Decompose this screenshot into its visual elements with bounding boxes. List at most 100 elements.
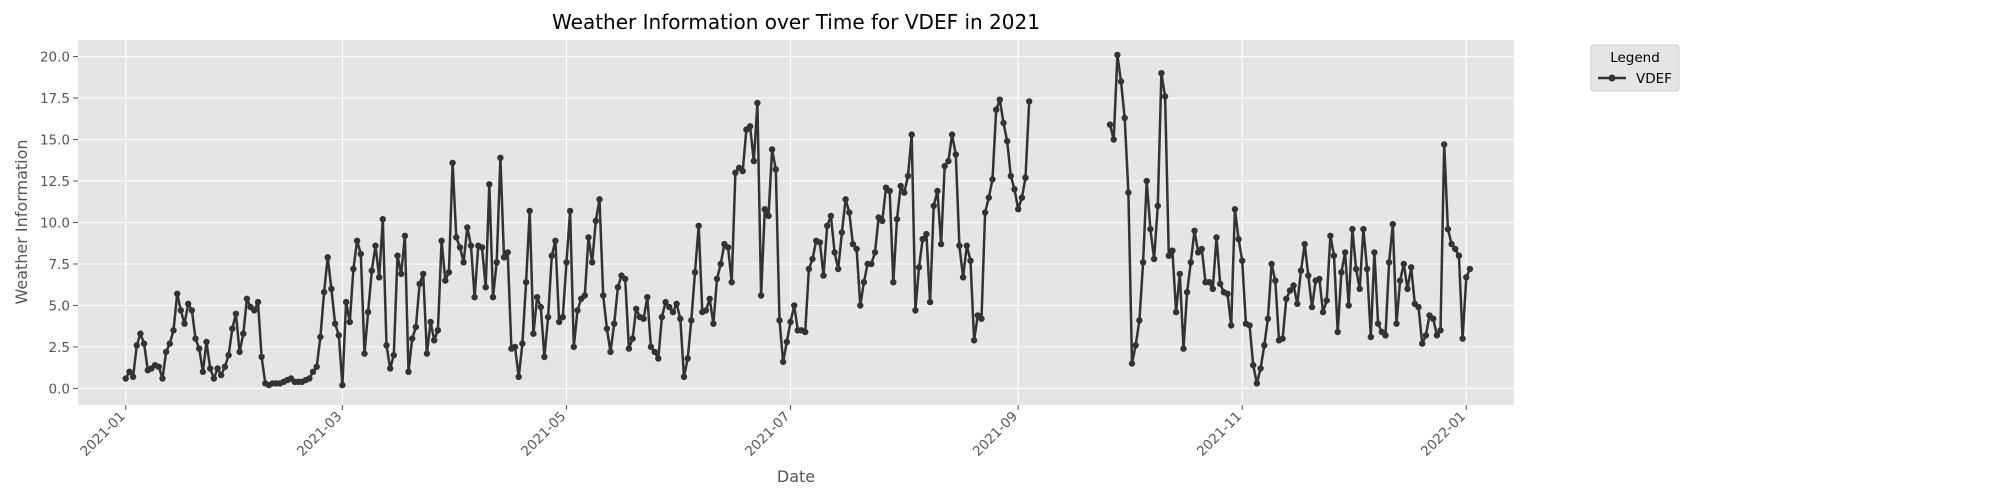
data-point <box>559 313 566 321</box>
data-point <box>1374 320 1382 327</box>
data-point <box>1143 177 1150 185</box>
data-point <box>1187 259 1195 266</box>
x-axis-label: Date <box>777 467 815 486</box>
data-point <box>835 265 842 273</box>
data-point <box>574 307 581 314</box>
data-point <box>548 252 555 259</box>
data-point <box>695 222 702 229</box>
data-point <box>993 106 1000 113</box>
data-point <box>1327 232 1334 239</box>
data-point <box>614 284 622 291</box>
data-point <box>930 202 937 210</box>
data-point <box>1257 365 1264 372</box>
data-point <box>1319 308 1327 316</box>
data-point <box>923 230 930 238</box>
data-point <box>607 348 614 356</box>
data-point <box>1150 255 1158 263</box>
data-point <box>827 212 835 220</box>
data-point <box>732 169 739 176</box>
data-point <box>122 375 129 382</box>
data-point <box>1125 189 1132 196</box>
data-point <box>846 209 853 216</box>
data-point <box>398 270 405 278</box>
data-point <box>1217 280 1224 288</box>
y-tick-label: 15.0 <box>40 133 70 149</box>
data-point <box>669 308 677 316</box>
data-point <box>335 332 342 339</box>
data-point <box>948 131 956 138</box>
data-point <box>519 340 526 347</box>
data-point <box>1393 320 1400 327</box>
data-point <box>232 310 240 317</box>
data-point <box>563 259 570 266</box>
data-point <box>717 260 724 268</box>
data-point <box>379 216 386 223</box>
data-point <box>1239 257 1246 264</box>
data-point <box>842 196 849 203</box>
data-point <box>416 280 423 288</box>
data-point <box>346 318 353 326</box>
data-point <box>331 320 339 327</box>
data-point <box>776 317 783 324</box>
data-point <box>431 337 438 344</box>
data-point <box>1345 302 1352 309</box>
data-point <box>1448 240 1455 248</box>
data-point <box>926 298 934 306</box>
data-point <box>853 245 860 253</box>
data-point <box>989 176 996 183</box>
data-point <box>1117 78 1125 85</box>
data-point <box>702 307 710 314</box>
data-point <box>1224 290 1231 297</box>
data-point <box>387 365 394 372</box>
data-point <box>1382 332 1389 339</box>
data-point <box>166 340 173 347</box>
data-point <box>967 257 974 264</box>
data-point <box>1264 315 1272 322</box>
data-point <box>218 371 225 379</box>
data-point <box>1154 202 1162 210</box>
data-point <box>364 308 372 316</box>
data-point <box>677 315 684 322</box>
data-point <box>1110 136 1117 143</box>
data-point <box>673 300 680 307</box>
data-point <box>1404 285 1411 293</box>
data-point <box>890 279 897 286</box>
y-tick-label: 12.5 <box>40 174 70 190</box>
legend: Legend VDEF <box>1590 44 1680 92</box>
data-point <box>530 330 537 337</box>
data-point <box>644 294 651 301</box>
data-point <box>952 151 959 158</box>
data-point <box>1253 380 1261 387</box>
data-point <box>1191 227 1198 234</box>
data-point <box>1018 194 1026 201</box>
data-point <box>868 260 875 268</box>
legend-label-vdef: VDEF <box>1636 71 1672 87</box>
data-point <box>1341 249 1349 256</box>
legend-title: Legend <box>1610 50 1660 66</box>
data-point <box>412 323 420 331</box>
data-point <box>1389 221 1397 228</box>
data-point <box>849 240 857 248</box>
data-point <box>464 224 471 231</box>
data-point <box>1139 259 1147 266</box>
data-point <box>313 363 320 370</box>
data-point <box>1305 272 1312 279</box>
data-point <box>901 189 908 196</box>
data-point <box>317 333 324 341</box>
data-point <box>915 264 923 271</box>
data-point <box>1169 247 1176 254</box>
data-point <box>706 295 713 302</box>
data-point <box>1422 332 1430 339</box>
data-point <box>357 250 364 258</box>
data-point <box>860 279 868 286</box>
series-vdef <box>122 51 1474 389</box>
data-point <box>486 181 493 188</box>
data-point <box>236 348 243 356</box>
data-point <box>805 265 813 273</box>
data-point <box>504 249 511 256</box>
data-point <box>320 289 328 296</box>
data-point <box>857 302 864 309</box>
data-point <box>1165 252 1173 259</box>
data-point <box>945 157 952 165</box>
data-point <box>1356 285 1363 293</box>
